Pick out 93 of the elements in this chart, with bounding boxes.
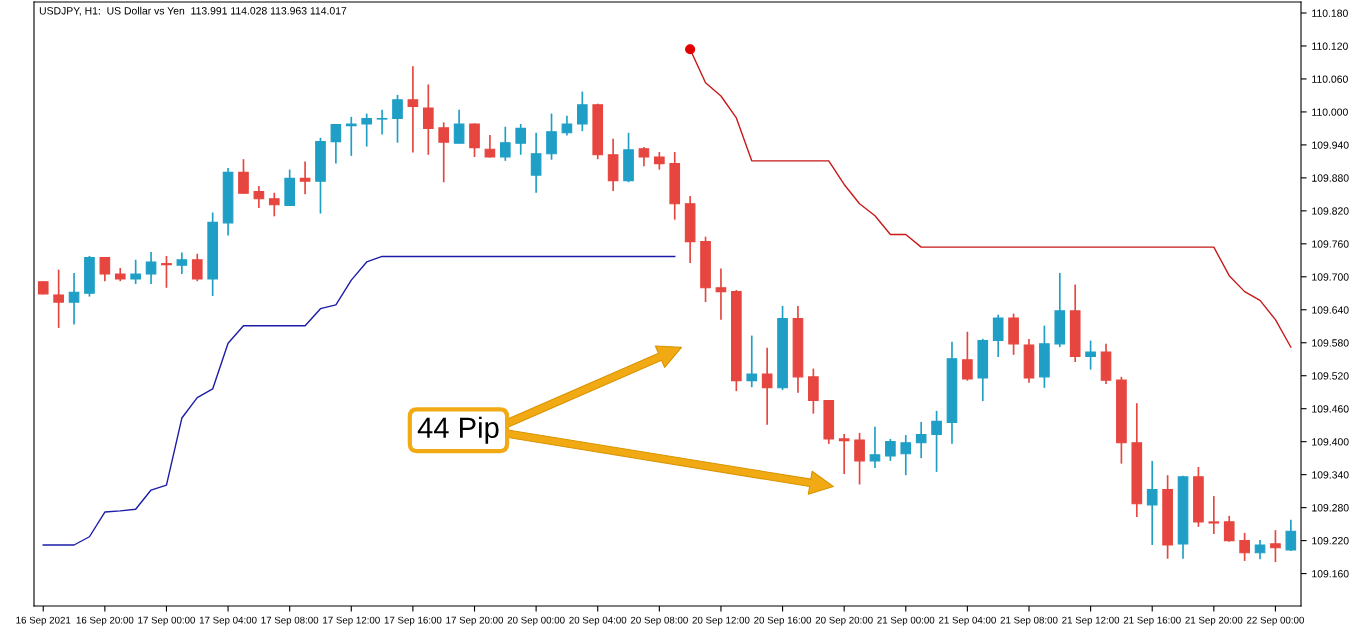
y-tick-label: 109.640 (1312, 306, 1349, 314)
candlestick (530, 131, 542, 194)
candlestick (345, 116, 357, 157)
candlestick (808, 367, 819, 415)
x-tick-label: 17 Sep 00:00 (138, 616, 195, 626)
candlestick (992, 313, 1004, 358)
annotation: 44 Pip (417, 416, 499, 444)
candlestick (53, 268, 64, 329)
x-tick-label: 17 Sep 20:00 (446, 616, 504, 626)
candlestick (299, 160, 311, 196)
x-tick-label: 16 Sep 2021 (16, 616, 71, 626)
x-tick-label: 17 Sep 12:00 (323, 616, 380, 626)
y-tick-label: 109.700 (1312, 273, 1349, 281)
y-tick-label: 109.880 (1312, 174, 1349, 182)
y-tick-label: 109.460 (1312, 405, 1349, 413)
y-tick-label: 109.280 (1312, 504, 1349, 512)
x-tick-label: 21 Sep 16:00 (1123, 616, 1181, 626)
candlestick (438, 121, 450, 184)
candlestick (931, 410, 942, 473)
y-tick-label: 110.180 (1312, 9, 1348, 17)
candlestick (453, 108, 465, 145)
candlestick (130, 258, 141, 285)
y-tick-label: 110.060 (1312, 75, 1348, 83)
candlestick (145, 251, 157, 285)
candlestick (761, 346, 773, 426)
candlestick (561, 114, 573, 137)
candlestick (469, 122, 480, 158)
y-tick-label: 109.340 (1312, 471, 1349, 479)
x-tick-label: 17 Sep 04:00 (199, 616, 257, 626)
candlestick (1285, 518, 1297, 552)
candlestick (407, 65, 419, 154)
x-tick-label: 16 Sep 20:00 (76, 616, 134, 626)
candlestick (191, 252, 203, 283)
x-tick-label: 17 Sep 08:00 (261, 616, 319, 626)
candlestick (546, 112, 557, 161)
candlestick (900, 434, 912, 477)
y-tick-label: 109.400 (1312, 438, 1349, 446)
candlestick (376, 108, 388, 136)
chart-title: USDJPY, H1: US Dollar vs Yen 113.991 114.028 113.963 114.017 (39, 6, 347, 16)
x-tick-label: 20 Sep 12:00 (692, 616, 750, 626)
x-tick-label: 21 Sep 20:00 (1185, 616, 1243, 626)
candlestick (99, 256, 111, 283)
candlestick (268, 191, 280, 218)
candlestick (484, 134, 496, 159)
y-tick-label: 109.940 (1312, 141, 1349, 149)
candlestick (392, 94, 403, 144)
candlestick (330, 123, 342, 165)
candlestick (638, 146, 650, 168)
candlestick (838, 433, 850, 475)
candlestick (746, 334, 758, 389)
x-tick-label: 20 Sep 20:00 (815, 616, 873, 626)
y-tick-label: 109.580 (1312, 339, 1349, 347)
x-tick-label: 17 Sep 16:00 (384, 616, 442, 626)
x-tick-label: 21 Sep 12:00 (1062, 616, 1120, 626)
candlestick (253, 185, 265, 209)
candlestick (1146, 460, 1158, 546)
x-tick-label: 20 Sep 16:00 (754, 616, 812, 626)
x-tick-label: 22 Sep 00:00 (1247, 616, 1304, 626)
candlestick (869, 425, 881, 469)
candlestick (361, 112, 373, 148)
candlestick (161, 255, 172, 289)
x-tick-label: 21 Sep 00:00 (877, 616, 935, 626)
candlestick (1085, 339, 1096, 371)
candlestick (962, 330, 973, 382)
x-tick-label: 21 Sep 08:00 (1000, 616, 1058, 626)
candlestick (1270, 529, 1281, 563)
candlestick (885, 438, 896, 462)
candlestick (854, 432, 865, 486)
candlestick (1254, 539, 1266, 561)
y-tick-label: 109.820 (1312, 207, 1349, 215)
candlestick (68, 272, 80, 326)
candlestick (715, 267, 727, 321)
candlestick (422, 83, 434, 156)
y-tick-label: 109.760 (1312, 240, 1349, 248)
x-tick-label: 20 Sep 04:00 (569, 616, 627, 626)
candlestick (499, 125, 511, 162)
y-tick-label: 109.160 (1312, 570, 1349, 578)
candlestick (576, 90, 588, 132)
y-tick-label: 109.220 (1312, 537, 1349, 545)
candlestick (238, 158, 249, 195)
x-tick-label: 20 Sep 08:00 (630, 616, 688, 626)
y-tick-label: 109.520 (1312, 372, 1349, 380)
y-tick-label: 110.120 (1312, 42, 1348, 50)
candlestick (1239, 532, 1250, 562)
y-tick-label: 110.000 (1312, 108, 1348, 116)
candlestick (915, 421, 927, 459)
x-tick-label: 20 Sep 00:00 (507, 616, 565, 626)
candlestick (515, 123, 527, 156)
x-tick-label: 21 Sep 04:00 (938, 616, 996, 626)
candlestick (1208, 495, 1220, 535)
line-series (42, 255, 676, 546)
candlestick (1223, 515, 1235, 543)
candlestick (176, 251, 188, 275)
